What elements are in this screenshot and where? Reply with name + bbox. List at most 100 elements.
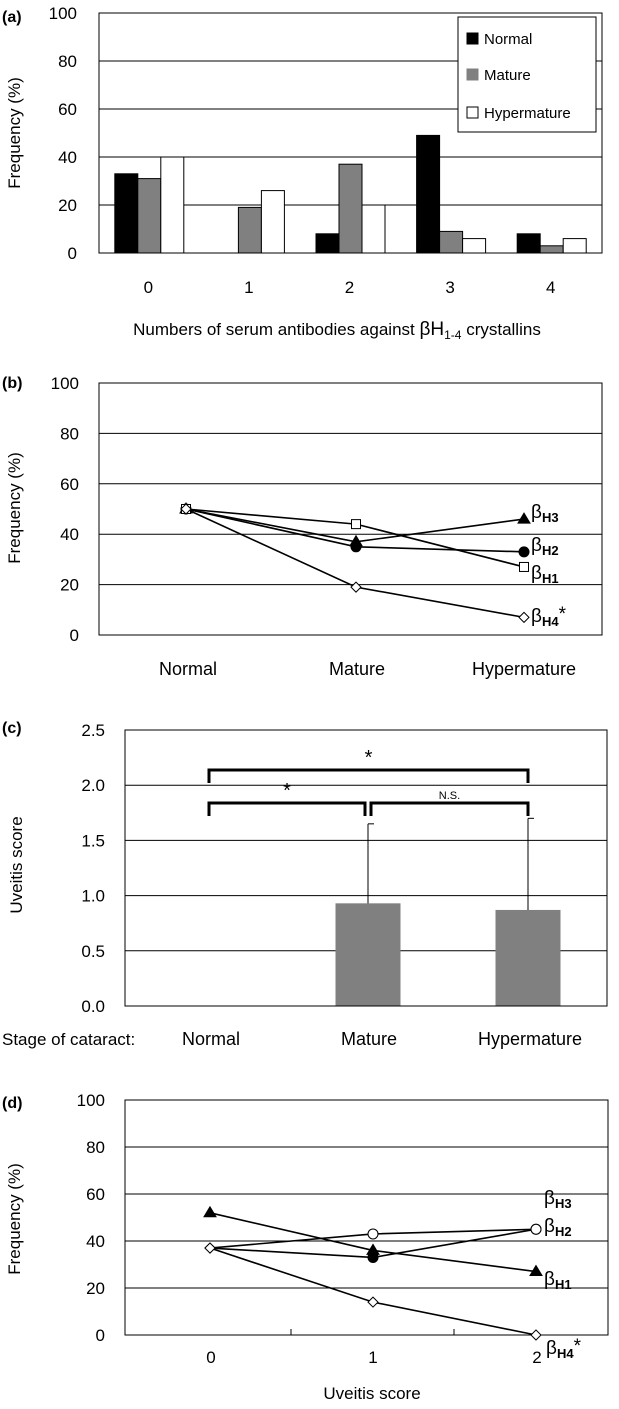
panel-a-label: (a)	[2, 9, 22, 26]
panel-a-x-ticks: 0 1 2 3 4	[144, 278, 556, 297]
panel-d-gridlines	[125, 1146, 608, 1289]
y-tick-label: 0	[70, 626, 79, 645]
legend-label-mature: Mature	[484, 67, 531, 84]
legend-label-hypermature: Hypermature	[484, 105, 571, 122]
x-tick-label: Mature	[341, 1029, 397, 1049]
bracket-label-0: *	[365, 747, 373, 769]
panel-a-bars	[114, 134, 587, 254]
panel-c-significance-brackets: * * N.S.	[207, 747, 530, 816]
y-tick-label: 40	[60, 525, 79, 544]
y-tick-label: 80	[60, 424, 79, 443]
panel-a-y-ticks: 0 20 40 60 80 100	[49, 4, 77, 263]
panel-d-plot-frame	[124, 1099, 609, 1336]
panel-c-label: (c)	[2, 720, 22, 737]
bracket-0	[207, 768, 530, 783]
y-tick-label: 100	[51, 374, 79, 393]
panel-b-series-markers	[179, 502, 531, 624]
marker-h1-2	[529, 1264, 543, 1277]
marker-h4-0	[180, 503, 192, 515]
series-label-h1: βH1	[544, 1269, 572, 1292]
legend-swatch-mature	[466, 68, 479, 81]
bar-hypermature-1	[260, 190, 285, 254]
bar-mature	[335, 903, 401, 1006]
panel-d-x-minor-ticks	[290, 1329, 455, 1335]
bar-mature-4	[539, 245, 564, 254]
y-tick-label: 1.5	[81, 831, 105, 850]
y-tick-label: 2.5	[81, 721, 105, 740]
x-tick-label: 2	[345, 278, 354, 297]
marker-h2-1	[350, 541, 362, 553]
panel-a-plot-frame	[98, 12, 603, 254]
bar-normal-2	[315, 233, 340, 254]
panel-d-y-ticks: 0 20 40 60 80 100	[77, 1091, 105, 1345]
marker-h4-2	[530, 1329, 542, 1341]
bar-hypermature-0	[160, 156, 185, 254]
x-tick-label: Normal	[159, 659, 217, 679]
series-label-h4: βH4*	[531, 604, 567, 629]
marker-h4-1	[367, 1296, 379, 1308]
x-tick-label: 4	[546, 278, 555, 297]
marker-h3-2	[517, 512, 531, 524]
x-tick-label: 3	[445, 278, 454, 297]
y-tick-label: 1.0	[81, 887, 105, 906]
panel-c-ylabel: Uveitis score	[7, 816, 26, 913]
marker-h2-1	[367, 1228, 379, 1240]
series-label-h3: βH3	[531, 502, 559, 525]
panel-c-x-ticks: Normal Mature Hypermature	[182, 1029, 582, 1049]
marker-h2-2	[518, 546, 530, 558]
bar-hypermature	[495, 909, 561, 1006]
panel-a-ylabel: Frequency (%)	[5, 77, 24, 188]
bar-hypermature-4	[562, 238, 587, 254]
panel-b-plot-frame	[98, 382, 603, 636]
bar-mature-2	[338, 163, 363, 254]
series-label-h1: βH1	[531, 563, 559, 586]
y-tick-label: 2.0	[81, 776, 105, 795]
panel-c-bars	[335, 903, 561, 1006]
legend-swatch-normal	[466, 32, 479, 45]
marker-h1-1	[351, 519, 361, 530]
panel-b: (b) Frequency (%) 0 20 40 60 80 100 βH3 βH2 βH1…	[2, 374, 603, 679]
legend-swatch-hypermature	[466, 106, 479, 119]
y-tick-label: 20	[58, 196, 77, 215]
y-tick-label: 40	[58, 148, 77, 167]
panel-c-plot-frame	[124, 729, 608, 1007]
series-label-h2: βH2	[544, 1216, 572, 1239]
panel-c: (c) Uveitis score 0.0 0.5 1.0 1.5 2.0 2.5 * * N…	[2, 720, 608, 1049]
panel-b-series-labels: βH3 βH2 βH1 βH4*	[531, 502, 567, 629]
panel-b-label: (b)	[2, 375, 22, 392]
bar-normal-3	[416, 134, 441, 254]
series-label-h3: βH3	[544, 1188, 572, 1211]
panel-d-label: (d)	[2, 1095, 22, 1112]
legend-label-normal: Normal	[484, 31, 532, 48]
panel-c-xlabel-prefix: Stage of cataract:	[2, 1030, 135, 1049]
y-tick-label: 60	[58, 100, 77, 119]
panel-c-y-ticks: 0.0 0.5 1.0 1.5 2.0 2.5	[81, 721, 105, 1016]
bar-mature-1	[237, 206, 262, 254]
panel-d-xlabel: Uveitis score	[323, 1384, 420, 1403]
y-tick-label: 20	[86, 1279, 105, 1298]
y-tick-label: 80	[86, 1138, 105, 1157]
bar-mature-0	[137, 178, 162, 254]
panel-d-series-markers	[203, 1205, 543, 1341]
x-tick-label: 0	[206, 1348, 215, 1367]
panel-d-ylabel: Frequency (%)	[5, 1163, 24, 1274]
bar-hypermature-3	[462, 238, 487, 254]
marker-h4-0	[204, 1242, 216, 1254]
y-tick-label: 20	[60, 576, 79, 595]
marker-h2-2	[530, 1223, 542, 1235]
bracket-label-2: N.S.	[439, 790, 460, 802]
y-tick-label: 0.0	[81, 997, 105, 1016]
panel-b-y-ticks: 0 20 40 60 80 100	[51, 374, 79, 645]
x-tick-label: 1	[244, 278, 253, 297]
panel-d-x-ticks: 0 1 2	[206, 1348, 541, 1367]
marker-h4-2	[518, 611, 530, 624]
y-tick-label: 100	[49, 4, 77, 23]
y-tick-label: 60	[86, 1185, 105, 1204]
bracket-2	[369, 801, 530, 816]
marker-h1-1	[366, 1243, 380, 1255]
bar-normal-4	[516, 233, 541, 254]
x-tick-label: Hypermature	[472, 659, 576, 679]
bracket-1	[207, 801, 367, 816]
